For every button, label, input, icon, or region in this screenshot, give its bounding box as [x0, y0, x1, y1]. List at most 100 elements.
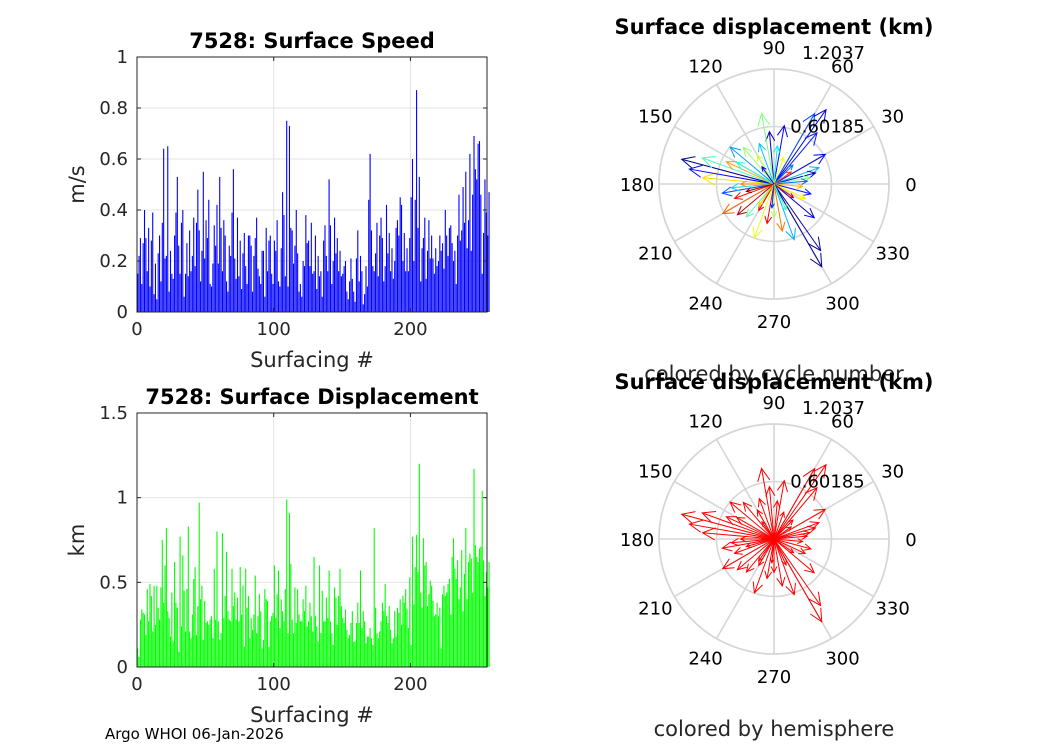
polar1-vector	[768, 131, 775, 185]
polar2-vector	[761, 521, 775, 540]
polar1-arrowhead	[742, 146, 753, 157]
polar1-arrowhead	[785, 227, 796, 241]
polar1-theta-label: 300	[825, 294, 859, 315]
polar1-theta-label: 120	[688, 56, 722, 77]
polar1-vector	[773, 183, 823, 267]
speed-ytick-label: 0.2	[99, 251, 128, 272]
polar1-arrowhead	[701, 172, 716, 186]
polar1-arrowhead	[788, 193, 795, 199]
disp-ytick-label: 0.5	[99, 572, 128, 593]
polar1-arrowhead	[764, 215, 773, 225]
speed-ylabel: m/s	[65, 165, 89, 203]
polar2-theta-label: 0	[905, 530, 916, 551]
polar2-arrowhead	[745, 542, 753, 548]
surface-speed-chart: 0 100 200 0 0.2 0.4 0.6 0.8 1 7528: Surface Speed…	[65, 29, 490, 372]
polar2-arrowhead	[752, 581, 763, 594]
polar1-arrowhead	[756, 154, 764, 162]
polar1-theta-label: 210	[638, 244, 672, 265]
polar1-theta-label: 60	[831, 56, 854, 77]
polar1-arrowhead	[745, 208, 755, 218]
polar2-arrowhead	[721, 558, 735, 570]
polar2-vector	[742, 502, 775, 540]
polar2-vector	[773, 519, 794, 540]
polar1-theta-label: 90	[763, 38, 786, 59]
polar1-vector	[773, 145, 778, 185]
polar1-vector	[771, 183, 775, 208]
polar1-arrowhead	[776, 221, 786, 233]
polar2-arrowhead	[809, 607, 823, 623]
polar1-theta-label: 330	[875, 244, 909, 265]
polar2-arrowhead	[786, 526, 793, 532]
disp-ytick-label: 0	[117, 657, 128, 678]
polar2-arrowhead	[765, 485, 776, 497]
polar1-arrowhead	[701, 155, 717, 169]
polar2-vector	[737, 538, 775, 571]
polar2-theta-label: 60	[831, 411, 854, 432]
polar1-vector	[761, 113, 775, 185]
polar1-vector	[702, 177, 775, 185]
polar2-vector	[736, 517, 775, 540]
polar-cycle-chart: 0 30 60 90 120 150 180 210 240 270 300 330 0.60185 1.…	[614, 15, 933, 386]
speed-ytick-label: 0	[117, 302, 128, 323]
polar1-arrowhead	[772, 144, 781, 154]
speed-xlabel: Surfacing #	[250, 348, 374, 372]
polar1-arrowhead	[779, 155, 785, 163]
polar1-vector	[773, 183, 815, 219]
polar1-vector	[773, 183, 803, 187]
polar2-vector	[773, 468, 816, 540]
polar2-vector	[746, 538, 775, 547]
polar1-vector	[773, 180, 808, 185]
polar2-arrowhead	[733, 547, 743, 555]
polar2-vector	[773, 464, 827, 540]
polar2-arrowhead	[787, 519, 794, 526]
polar-hemisphere-chart: 0 30 60 90 120 150 180 210 240 270 300 330 0.60185 1.…	[614, 370, 933, 741]
polar2-vector	[773, 500, 778, 540]
polar2-arrowhead	[688, 519, 703, 533]
polar1-arrowhead	[803, 207, 816, 219]
polar2-arrowhead	[800, 533, 809, 540]
polar2-vector	[773, 538, 821, 606]
polar1-vector	[773, 109, 827, 185]
polar1-arrowhead	[739, 180, 747, 188]
polar1-arrowhead	[761, 165, 767, 172]
polar2-arrowhead	[725, 516, 737, 526]
polar2-r-label: 0.60185	[790, 471, 864, 492]
polar2-vector	[731, 538, 775, 544]
polar1-arrowhead	[798, 192, 807, 200]
polar2-ring	[715, 480, 833, 598]
polar1-vector	[761, 166, 775, 185]
polar1-arrowhead	[803, 188, 813, 196]
polar1-arrowhead	[813, 108, 827, 124]
polar2-vector	[773, 538, 823, 622]
polar1-vector	[773, 125, 785, 185]
polar2-vector	[773, 538, 812, 550]
polar2-vector	[758, 498, 775, 540]
polar2-arrowhead	[806, 525, 817, 534]
polar1-arrowhead	[809, 252, 823, 268]
polar2-arrowhead	[756, 509, 764, 517]
polar2-theta-label: 300	[825, 649, 859, 670]
polar2-vector	[773, 538, 815, 574]
polar2-theta-label: 120	[688, 411, 722, 432]
polar1-title: Surface displacement (km)	[614, 15, 933, 39]
polar1-vector	[745, 183, 775, 218]
polar2-vector	[722, 538, 775, 570]
polar2-arrowhead	[757, 497, 766, 508]
polar1-theta-label: 270	[757, 312, 791, 333]
polar2-arrowhead	[721, 541, 733, 552]
disp-axes-box	[136, 412, 488, 668]
polar2-arrowhead	[798, 547, 807, 555]
speed-ytick-label: 1	[117, 47, 128, 68]
polar1-arrowhead	[800, 178, 809, 185]
polar2-vector	[702, 512, 775, 540]
polar2-arrowhead	[772, 499, 781, 509]
polar2-vector	[768, 486, 775, 540]
polar1-arrowhead	[804, 131, 818, 146]
polar2-arrowhead	[781, 559, 787, 567]
polar1-ring	[715, 125, 833, 243]
polar2-theta-label: 150	[638, 462, 672, 483]
polar2-arrowhead	[735, 516, 746, 525]
polar1-vector	[726, 161, 775, 185]
polar1-caption: colored by cycle number	[644, 362, 904, 386]
polar2-arrowhead	[813, 463, 827, 479]
